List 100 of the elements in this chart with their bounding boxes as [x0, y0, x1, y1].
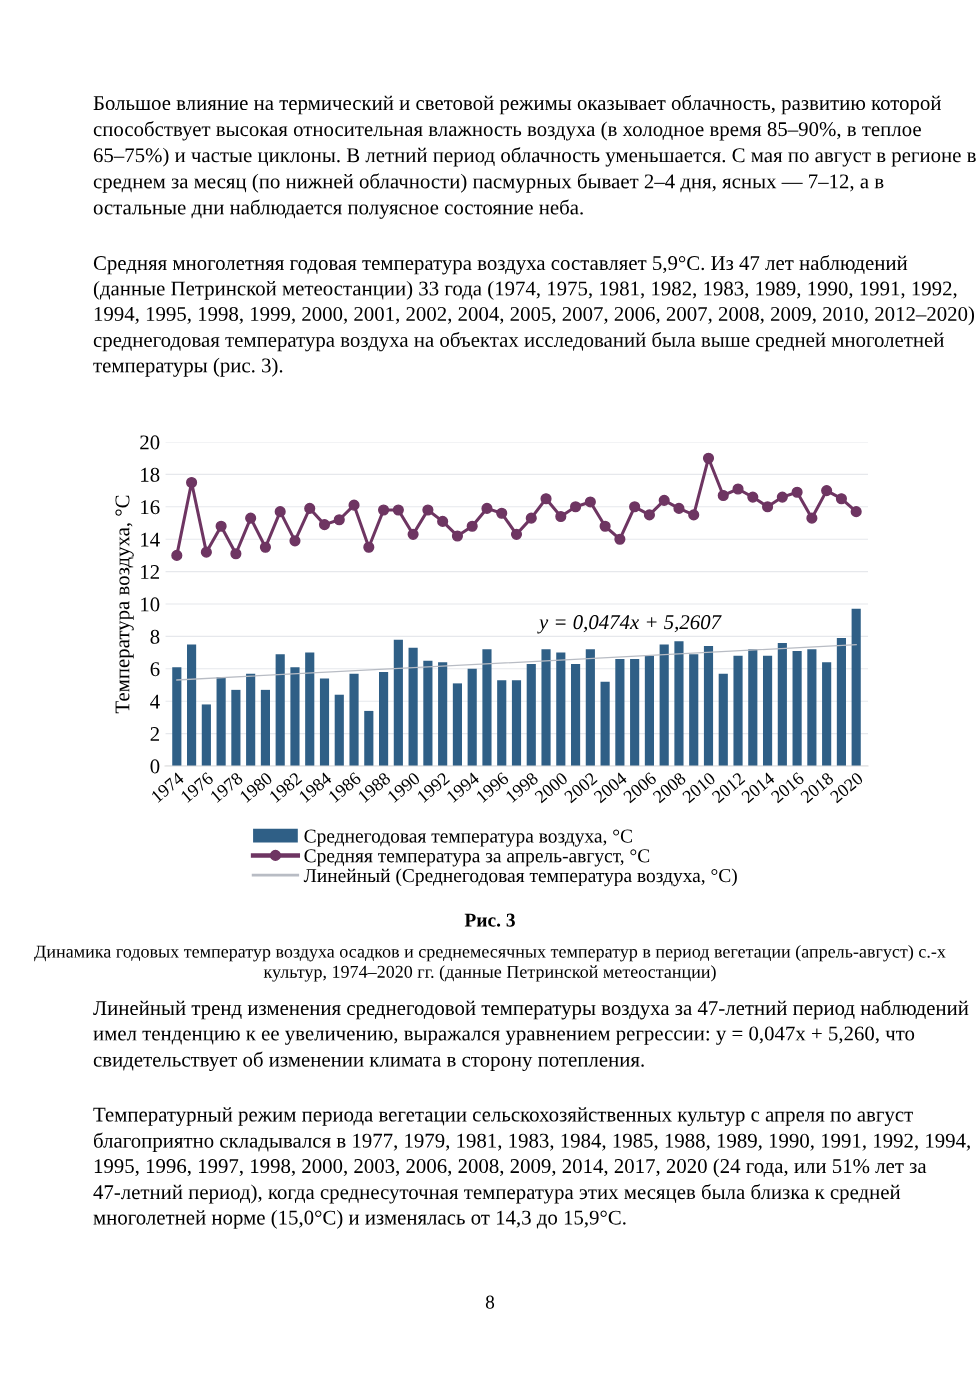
point [688, 509, 700, 521]
bar [319, 678, 330, 766]
point [525, 512, 537, 524]
point [215, 520, 227, 532]
bar [571, 663, 581, 766]
point [230, 548, 242, 560]
bar [275, 654, 285, 766]
point [274, 506, 286, 518]
y-tick-label: 16 [141, 500, 160, 515]
point [451, 530, 463, 542]
point [762, 501, 774, 513]
bar [733, 655, 743, 766]
point [392, 504, 404, 516]
point [732, 483, 744, 495]
bar [216, 676, 226, 766]
point [363, 541, 375, 553]
point [510, 528, 523, 540]
bar [364, 710, 374, 766]
point [437, 515, 449, 527]
bar [231, 689, 241, 766]
bar [187, 644, 197, 766]
point [378, 504, 390, 516]
bar [290, 667, 300, 766]
bar [822, 662, 832, 766]
point [186, 476, 198, 489]
y-tick-label: 6 [150, 662, 160, 677]
point [570, 501, 582, 513]
text: Температурный режим периода вегетации сельскохозяйственных культур с апреля по август благоприятно складывался в 1977, 1979, 1981, 1983, 1984, 1985, 1988, 1989, 1990, 1991, 1992, 1994, 1995, 1996, 1997, 1998, 2000, 2003, 2006, 2008, 2009, 2014, 2017, 2020 (24 года, или 51% лет за 47-летний период), когда среднесуточная температура этих месяцев была близка к средней многолетней норме (15,0°С) и изменялась от 14,3 до 15,9°С. [93, 1107, 970, 1229]
bar [718, 673, 728, 766]
bar [438, 662, 448, 766]
point [791, 486, 803, 498]
point [702, 452, 715, 464]
bar [172, 667, 182, 766]
legend-label: Средняя температура за апрель-август, °С [304, 849, 650, 867]
point [614, 533, 626, 545]
bar [379, 672, 389, 766]
point [776, 491, 788, 503]
point [821, 485, 833, 497]
bar [305, 652, 315, 766]
y-tick-label: 14 [141, 532, 160, 547]
bar [659, 644, 669, 766]
point [643, 509, 655, 521]
bar [526, 663, 536, 766]
bar [851, 608, 861, 766]
point [304, 502, 316, 514]
bar [748, 649, 758, 766]
bar [541, 649, 551, 766]
point [806, 512, 818, 524]
point [289, 535, 301, 547]
bar [467, 668, 477, 766]
point [747, 491, 759, 503]
text: Линейный тренд изменения среднегодовой температуры воздуха за 47-летний период наблюдений имел тенденцию к ее увеличению, выражался уравнением регрессии: y = 0,047x + 5,260, что свидетельствует об изменении климата в сторону потепления. [93, 1000, 969, 1071]
bar [246, 673, 256, 766]
point [599, 520, 611, 532]
bar [423, 660, 433, 766]
bar [497, 680, 507, 766]
bar [393, 639, 403, 766]
bar [452, 683, 462, 766]
text: Средняя многолетняя годовая температура воздуха составляет 5,9°С. Из 47 лет наблюдений (данные Петринской метеостанции) 33 года (1974, 1975, 1981, 1982, 1983, 1989, 1990, 1991, 1992, 1994, 1995, 1998, 1999, 2000, 2001, 2002, 2004, 2005, 2007, 2006, 2007, 2008, 2009, 2010, 2012–2020) среднегодовая температура воздуха на объектах исследований была выше средней многолетней температуры (рис. 3). [93, 255, 975, 377]
y-tick-label: 2 [150, 727, 159, 741]
bar [408, 647, 418, 766]
bar [482, 649, 492, 766]
point [584, 496, 596, 508]
y-tick-label: 20 [140, 435, 160, 450]
point [466, 520, 478, 532]
bar [585, 649, 595, 766]
y-tick-label: 18 [141, 467, 160, 482]
y-tick-label: 0 [150, 759, 160, 774]
bar [644, 655, 654, 766]
point [200, 546, 212, 558]
point [407, 528, 419, 540]
point [717, 489, 729, 502]
text: Динамика годовых температур воздуха осадков и среднемесячных температур в период вегетации (апрель-август) с.-х культур, 1974–2020 гг. (данные Петринской метеостанции) [34, 945, 946, 982]
bar [703, 646, 714, 766]
y-axis-title: Температура воздуха, °С [115, 495, 134, 714]
bar [777, 642, 787, 766]
bar [807, 649, 817, 766]
point [422, 504, 434, 516]
point [481, 502, 493, 514]
bar [260, 689, 271, 766]
text: Большое влияние на термический и световой режимы оказывает облачность, развитию которой способствует высокая относительная влажность воздуха (в холодное время 85–90%, в теплое 65–75%) и частые циклоны. В летний период облачность уменьшается. С мая по август в регионе в среднем за месяц (по нижней облачности) пасмурных бывает 2–4 дня, ясных — 7–12, а в остальные дни наблюдается полуясное состояние неба. [93, 95, 976, 219]
text: 8 [485, 1295, 495, 1309]
bar [334, 694, 344, 766]
point [540, 493, 552, 505]
bar [201, 704, 211, 766]
point [629, 501, 641, 513]
bar [511, 680, 522, 766]
bar [762, 655, 773, 766]
point [673, 502, 685, 514]
bar [689, 654, 699, 766]
bar [630, 659, 640, 766]
bar [349, 673, 359, 766]
bar [836, 638, 846, 766]
bar [556, 652, 566, 766]
bar [600, 681, 610, 766]
text: Рис. 3 [464, 913, 515, 927]
point [259, 541, 271, 553]
bar [674, 641, 684, 766]
y-tick-label: 12 [141, 565, 159, 579]
y-tick-label: 8 [150, 629, 160, 644]
